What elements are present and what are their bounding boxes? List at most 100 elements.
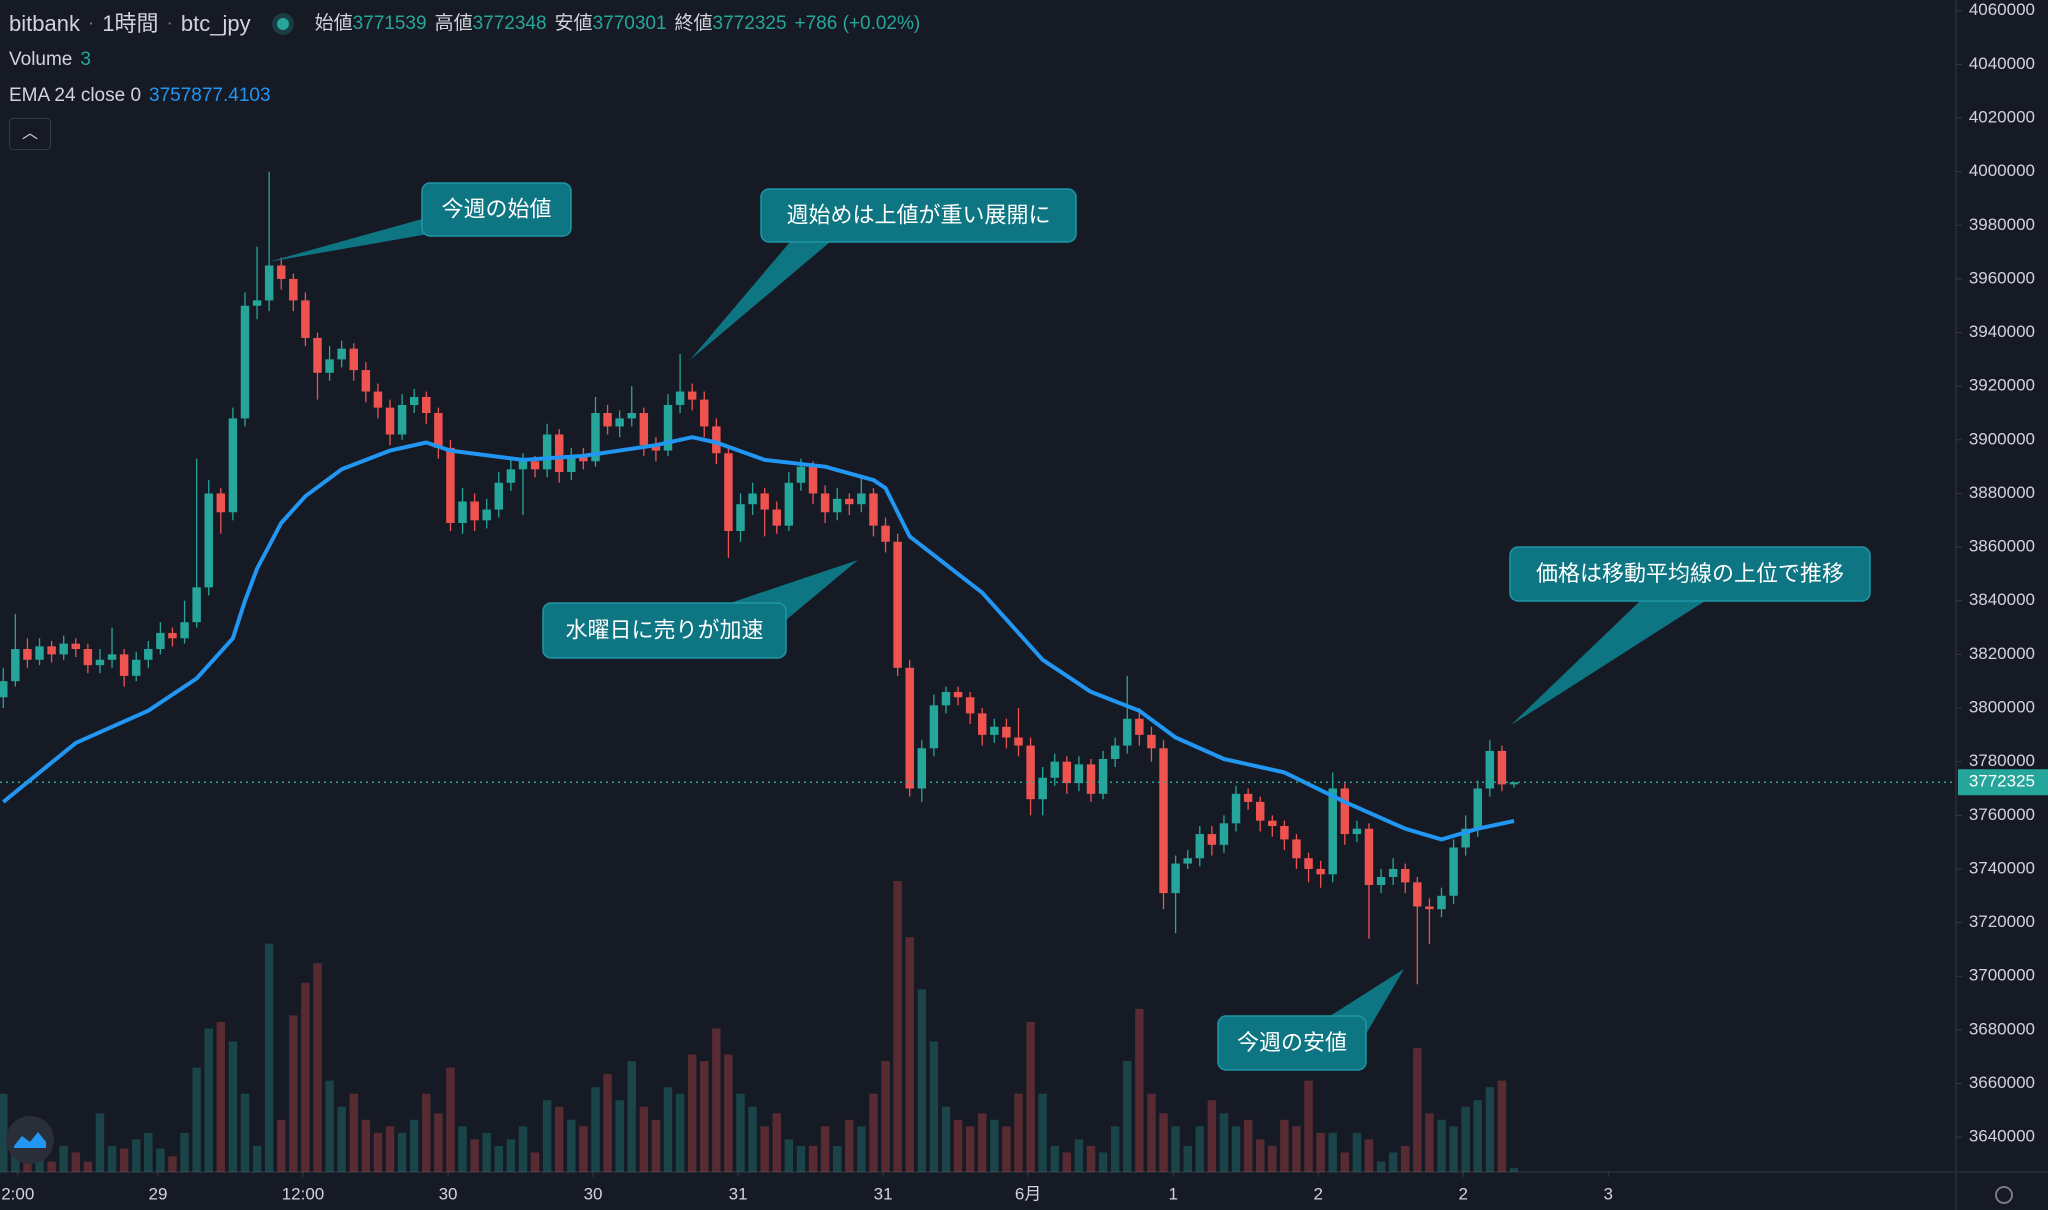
candle-body — [1388, 868, 1398, 877]
candle-body — [47, 646, 56, 655]
candle-body — [736, 504, 745, 532]
volume-bar — [978, 1113, 987, 1172]
candle-body — [675, 391, 685, 405]
candle-body — [1074, 764, 1084, 784]
candle-body — [542, 434, 552, 470]
volume-bar — [845, 1119, 854, 1172]
volume-bar — [1147, 1093, 1156, 1172]
y-tick-label: 3660000 — [1969, 1073, 2035, 1092]
volume-bar — [107, 1145, 117, 1172]
volume-layer — [0, 881, 1519, 1172]
volume-bar — [1159, 1113, 1168, 1172]
volume-bar — [434, 1113, 443, 1172]
volume-bar — [1437, 1119, 1446, 1172]
candle-body — [180, 622, 189, 639]
candle-body — [434, 413, 443, 448]
volume-bar — [1171, 1126, 1180, 1172]
volume-bar — [83, 1161, 93, 1172]
volume-bar — [687, 1054, 697, 1172]
candle-body — [216, 493, 226, 513]
exchange: bitbank — [9, 11, 80, 36]
candle-body — [264, 265, 274, 301]
candle-body — [409, 396, 419, 405]
volume-bar — [627, 1061, 636, 1172]
candle-body — [1135, 718, 1144, 735]
x-tick-label: 31 — [874, 1184, 893, 1203]
volume-bar — [1449, 1126, 1458, 1172]
candle-body — [59, 643, 68, 655]
volume-bar — [216, 1021, 226, 1172]
x-tick-label: 12:00 — [282, 1184, 325, 1203]
candle-body — [131, 659, 141, 676]
candle-body — [1304, 858, 1313, 869]
volume-bar — [337, 1106, 346, 1172]
symbol[interactable]: btc_jpy — [180, 11, 251, 36]
candle-body — [470, 501, 479, 521]
candle-body — [832, 498, 842, 513]
volume-bar — [373, 1132, 383, 1172]
candle-body — [107, 654, 117, 660]
volume-bar — [506, 1139, 516, 1172]
volume-bar — [1038, 1093, 1047, 1172]
y-tick-label: 3720000 — [1969, 912, 2035, 931]
volume-bar — [554, 1106, 564, 1172]
callout-box — [542, 602, 787, 659]
volume-bar — [168, 1156, 177, 1172]
high-label: 高値 — [434, 13, 473, 34]
candle-body — [591, 413, 600, 462]
volume-bar — [1388, 1152, 1398, 1172]
candle-body — [156, 632, 165, 650]
volume-bar — [1485, 1087, 1495, 1172]
low-label: 安値 — [554, 13, 593, 34]
logo-button[interactable] — [6, 1116, 54, 1164]
x-tick-label: 2 — [1313, 1184, 1322, 1203]
volume-bar — [458, 1126, 467, 1172]
candle-body — [1098, 758, 1108, 794]
candle-body — [1316, 868, 1325, 875]
candle-body — [1231, 793, 1241, 824]
candle-body — [1110, 745, 1120, 759]
candle-body — [651, 445, 661, 451]
volume-bar — [1135, 1008, 1144, 1172]
volume-bar — [772, 1113, 781, 1172]
candle-layer — [0, 171, 1956, 985]
volume-bar — [1509, 1168, 1519, 1172]
y-tick-label: 4060000 — [1969, 0, 2035, 19]
candle-body — [772, 509, 781, 526]
volume-bar — [941, 1106, 951, 1172]
volume-bar — [965, 1126, 975, 1172]
candle-body — [277, 265, 286, 279]
separator: · — [166, 13, 173, 34]
volume-bar — [240, 1093, 250, 1172]
volume-bar — [71, 1152, 81, 1172]
volume-bar — [301, 982, 310, 1172]
candle-body — [506, 469, 516, 483]
volume-bar — [494, 1145, 504, 1172]
candle-body — [990, 726, 999, 735]
interval[interactable]: 1時間 — [102, 11, 159, 36]
candle-body — [881, 525, 890, 542]
volume-bar — [820, 1126, 830, 1172]
candle-body — [23, 649, 32, 660]
volume-bar — [1231, 1126, 1241, 1172]
logo-icon — [14, 1132, 46, 1148]
volume-bar — [1062, 1152, 1072, 1172]
candle-body — [978, 713, 987, 735]
volume-bar — [1304, 1080, 1313, 1172]
legend-row: bitbank · 1時間 · btc_jpy 始値 3771539 高値 377234… — [9, 6, 920, 42]
candle-body — [1014, 737, 1023, 746]
volume-bar — [385, 1126, 395, 1172]
candle-body — [1485, 750, 1495, 789]
collapse-button[interactable]: ︿ — [9, 118, 51, 150]
volume-bar — [1461, 1106, 1470, 1172]
candle-body — [1255, 801, 1265, 821]
volume-bar — [252, 1145, 262, 1172]
y-tick-label: 3700000 — [1969, 966, 2035, 985]
volume-bar — [1002, 1126, 1011, 1172]
volume-bar — [361, 1119, 371, 1172]
volume-bar — [1473, 1100, 1482, 1172]
settings-button[interactable] — [1995, 1186, 2013, 1204]
